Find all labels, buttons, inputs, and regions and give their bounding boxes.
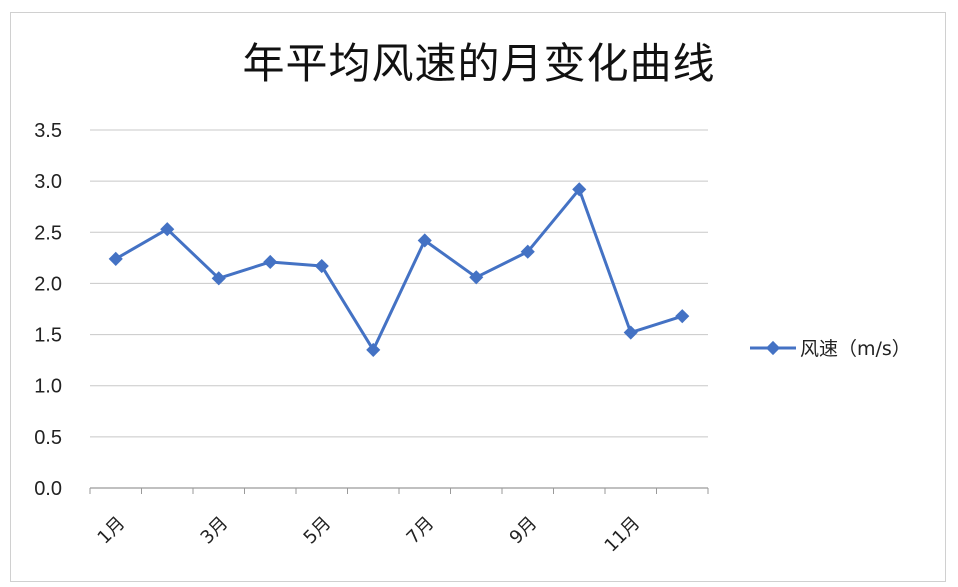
data-point (211, 271, 226, 286)
chart-frame (10, 12, 946, 582)
x-tick-label: 1月 (94, 513, 130, 549)
y-tick-label: 1.0 (34, 376, 62, 398)
data-point (469, 270, 484, 285)
data-point (520, 244, 535, 259)
x-tick-label: 7月 (403, 513, 439, 549)
x-axis: 1月 3月 5月 7月 9月 11月 (89, 487, 709, 557)
data-point (417, 233, 432, 248)
data-point (675, 309, 690, 324)
legend-marker (765, 340, 781, 356)
y-tick-label: 2.0 (34, 273, 62, 295)
y-tick-label: 0.0 (34, 478, 62, 500)
y-tick-label: 1.5 (34, 325, 62, 347)
series-group (108, 182, 690, 357)
data-point (623, 325, 638, 340)
y-tick-label: 0.5 (34, 427, 62, 449)
grid-lines (90, 129, 708, 438)
data-point (108, 251, 123, 266)
data-point (366, 342, 381, 357)
x-tick-label: 11月 (601, 513, 645, 557)
y-axis: 0.0 0.5 1.0 1.5 2.0 2.5 3.0 3.5 (34, 120, 62, 500)
data-point (314, 258, 329, 274)
x-tick-label: 5月 (300, 513, 336, 549)
data-point (572, 182, 587, 197)
legend-label: 风速（m/s） (800, 338, 911, 360)
y-tick-label: 3.5 (34, 120, 62, 142)
y-tick-label: 2.5 (34, 222, 62, 244)
x-tick-label: 3月 (197, 513, 233, 549)
chart-title: 年平均风速的月变化曲线 (242, 39, 716, 88)
data-point (160, 222, 175, 237)
x-tick-label: 9月 (506, 513, 542, 549)
data-point (263, 254, 278, 270)
y-tick-label: 3.0 (34, 171, 62, 193)
series-line (115, 187, 683, 352)
legend: 风速（m/s） (750, 338, 911, 360)
